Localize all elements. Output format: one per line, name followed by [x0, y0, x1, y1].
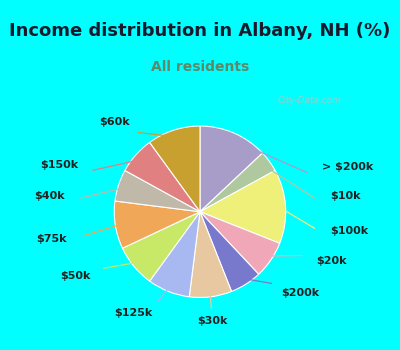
Text: $40k: $40k	[34, 191, 64, 201]
Text: $150k: $150k	[40, 160, 78, 170]
Text: $60k: $60k	[99, 117, 130, 127]
Wedge shape	[189, 212, 232, 298]
Text: > $200k: > $200k	[322, 162, 373, 172]
Wedge shape	[122, 212, 200, 281]
Wedge shape	[114, 201, 200, 248]
Text: $30k: $30k	[198, 316, 228, 327]
Wedge shape	[200, 126, 262, 212]
Text: $20k: $20k	[316, 257, 346, 266]
Text: All residents: All residents	[151, 60, 249, 74]
Text: $75k: $75k	[37, 234, 67, 244]
Text: $100k: $100k	[330, 226, 368, 236]
Text: $125k: $125k	[115, 308, 153, 318]
Text: City-Data.com: City-Data.com	[278, 96, 342, 105]
Text: $200k: $200k	[282, 288, 320, 298]
Wedge shape	[115, 170, 200, 212]
Wedge shape	[200, 153, 275, 212]
Wedge shape	[200, 212, 259, 292]
Wedge shape	[125, 142, 200, 212]
Text: Income distribution in Albany, NH (%): Income distribution in Albany, NH (%)	[9, 22, 391, 40]
Text: $50k: $50k	[60, 271, 90, 281]
Text: $10k: $10k	[330, 191, 361, 201]
Wedge shape	[150, 212, 200, 297]
Wedge shape	[150, 126, 200, 212]
Wedge shape	[200, 212, 280, 274]
Wedge shape	[200, 170, 286, 243]
